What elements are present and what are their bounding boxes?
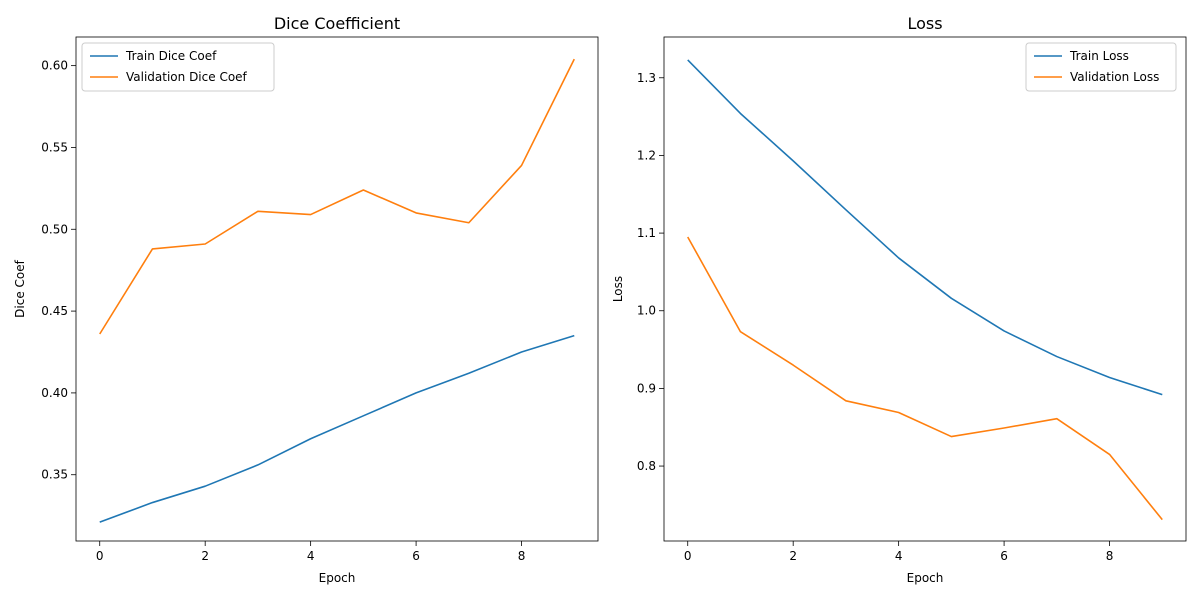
y-tick-label: 1.1	[637, 226, 656, 240]
legend-label-0: Train Loss	[1069, 49, 1129, 63]
x-tick-label: 6	[1000, 549, 1008, 563]
series-line-1	[687, 236, 1163, 521]
x-tick-label: 4	[895, 549, 903, 563]
y-tick-label: 1.3	[637, 71, 656, 85]
y-tick-label: 0.40	[41, 386, 68, 400]
plot-area	[75, 36, 599, 542]
series-line-0	[687, 59, 1163, 396]
y-tick-label: 0.9	[637, 381, 656, 395]
legend-label-1: Validation Loss	[1070, 70, 1159, 84]
x-tick-label: 6	[412, 549, 420, 563]
loss-chart: 0 2 4 6 8 0.8 0.9 1.0 1.1 1.2 1.3 Loss Epoch Loss Trai…	[611, 14, 1187, 585]
x-tick-label: 8	[518, 549, 526, 563]
plot-area	[663, 36, 1187, 542]
legend-box	[1025, 42, 1177, 92]
x-tick-label: 4	[307, 549, 315, 563]
x-axis-label: Epoch	[319, 571, 356, 585]
legend-box	[81, 42, 275, 92]
y-tick-label: 0.8	[637, 459, 656, 473]
legend-label-0: Train Dice Coef	[125, 49, 217, 63]
x-tick-label: 2	[789, 549, 797, 563]
chart-title: Dice Coefficient	[274, 14, 400, 33]
y-tick-label: 1.2	[637, 148, 656, 162]
legend: Train Dice Coef Validation Dice Coef	[81, 42, 275, 92]
y-tick-label: 0.55	[41, 140, 68, 154]
y-tick-label: 0.45	[41, 304, 68, 318]
y-tick-label: 0.35	[41, 468, 68, 482]
legend: Train Loss Validation Loss	[1025, 42, 1177, 92]
x-axis-label: Epoch	[907, 571, 944, 585]
series-line-1	[99, 58, 575, 335]
y-tick-label: 1.0	[637, 304, 656, 318]
y-tick-label: 0.50	[41, 222, 68, 236]
y-tick-label: 0.60	[41, 59, 68, 73]
y-axis-label: Loss	[611, 276, 625, 302]
chart-title: Loss	[907, 14, 942, 33]
y-axis-label: Dice Coef	[13, 259, 27, 317]
x-tick-label: 0	[684, 549, 692, 563]
x-tick-label: 8	[1106, 549, 1114, 563]
x-tick-label: 0	[96, 549, 104, 563]
dice-coefficient-chart: 0 2 4 6 8 0.35 0.40 0.45 0.50 0.55 0.60 Dice Coeffi…	[13, 14, 599, 585]
legend-label-1: Validation Dice Coef	[126, 70, 248, 84]
x-tick-label: 2	[201, 549, 209, 563]
series-line-0	[99, 334, 575, 523]
